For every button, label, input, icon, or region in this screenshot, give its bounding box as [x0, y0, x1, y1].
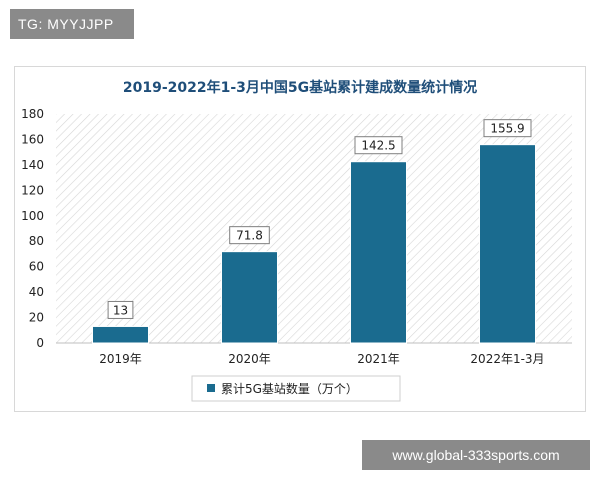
watermark-top: TG: MYYJJPP	[10, 9, 134, 39]
data-label-box	[483, 119, 532, 138]
y-tick-label: 20	[29, 311, 44, 325]
data-label-box	[229, 226, 270, 245]
y-tick-label: 140	[21, 158, 44, 172]
y-tick-label: 180	[21, 107, 44, 121]
bar	[92, 325, 149, 344]
y-axis: 0 20 40 60 80 100 120 140 160 180	[21, 107, 572, 350]
y-tick-label: 100	[21, 209, 44, 223]
data-label-box	[354, 136, 403, 155]
bar	[479, 144, 536, 344]
data-label-box	[107, 300, 134, 319]
data-label: 142.5	[361, 139, 395, 153]
y-tick-label: 0	[36, 336, 44, 350]
y-tick-label: 80	[29, 234, 44, 248]
y-tick-label: 120	[21, 183, 44, 197]
legend: 累计5G基站数量（万个）	[191, 375, 401, 402]
x-tick-label: 2020年	[228, 352, 271, 366]
y-tick-label: 60	[29, 260, 44, 274]
x-tick-label: 2021年	[357, 352, 400, 366]
bar	[350, 161, 407, 344]
bar-series	[92, 144, 536, 344]
x-axis: 2019年 2020年 2021年 2022年1-3月	[99, 352, 544, 366]
data-label: 71.8	[236, 229, 263, 243]
y-tick-label: 160	[21, 132, 44, 146]
data-labels: 13 71.8 142.5 155.9	[107, 119, 532, 319]
legend-label: 累计5G基站数量（万个）	[221, 381, 358, 396]
data-label: 155.9	[490, 122, 524, 136]
x-tick-label: 2019年	[99, 352, 142, 366]
chart-title: 2019-2022年1-3月中国5G基站累计建成数量统计情况	[123, 79, 477, 96]
legend-box	[191, 375, 401, 402]
y-tick-label: 40	[29, 285, 44, 299]
x-tick-label: 2022年1-3月	[470, 352, 544, 366]
data-label: 13	[113, 303, 128, 317]
legend-swatch	[207, 384, 215, 392]
bar	[221, 251, 278, 344]
watermark-bottom: www.global-333sports.com	[362, 440, 590, 470]
